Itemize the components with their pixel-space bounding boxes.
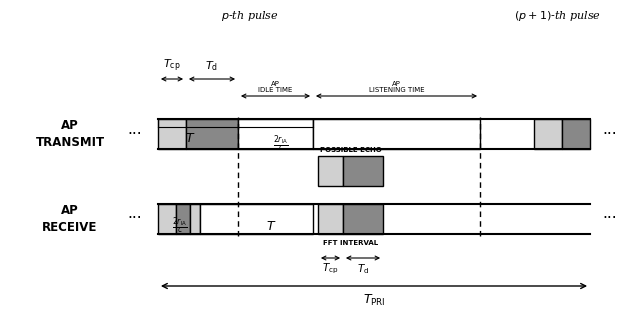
Bar — [186, 119, 238, 149]
Text: ···: ··· — [603, 211, 618, 226]
Text: $p$-th pulse: $p$-th pulse — [221, 9, 279, 23]
Text: $T$: $T$ — [266, 219, 276, 232]
Bar — [238, 119, 313, 149]
Text: $\frac{2r_{\mathrm{IA}}}{c}$: $\frac{2r_{\mathrm{IA}}}{c}$ — [172, 215, 188, 237]
Text: $\frac{2r_{\mathrm{IA}}}{c}$: $\frac{2r_{\mathrm{IA}}}{c}$ — [273, 133, 289, 155]
Text: $(p+1)$-th pulse: $(p+1)$-th pulse — [515, 9, 602, 23]
Text: AP
RECEIVE: AP RECEIVE — [42, 204, 98, 234]
Text: AP
IDLE TIME: AP IDLE TIME — [259, 80, 292, 94]
Bar — [158, 119, 186, 149]
Text: $T_{\mathrm{cp}}$: $T_{\mathrm{cp}}$ — [163, 58, 180, 74]
Text: $T_{\mathrm{d}}$: $T_{\mathrm{d}}$ — [357, 262, 369, 276]
Bar — [534, 119, 562, 149]
Text: FFT INTERVAL: FFT INTERVAL — [323, 240, 378, 246]
Bar — [200, 204, 313, 234]
Text: ···: ··· — [128, 211, 142, 226]
Text: AP
TRANSMIT: AP TRANSMIT — [35, 119, 104, 149]
Bar — [158, 204, 176, 234]
Text: POSSIBLE ECHO: POSSIBLE ECHO — [319, 147, 381, 153]
Bar — [562, 119, 590, 149]
Text: $T_{\mathrm{PRI}}$: $T_{\mathrm{PRI}}$ — [363, 293, 385, 308]
Bar — [176, 204, 190, 234]
Bar — [313, 119, 480, 149]
Text: $T_{\mathrm{d}}$: $T_{\mathrm{d}}$ — [205, 59, 218, 73]
Bar — [318, 156, 343, 186]
Text: AP
LISTENING TIME: AP LISTENING TIME — [369, 80, 424, 94]
Bar — [190, 204, 200, 234]
Bar — [318, 204, 343, 234]
Text: $T$: $T$ — [185, 133, 195, 146]
Bar — [343, 204, 383, 234]
Text: $T_{\mathrm{cp}}$: $T_{\mathrm{cp}}$ — [323, 262, 339, 276]
Bar — [343, 156, 383, 186]
Text: ···: ··· — [603, 127, 618, 142]
Text: ···: ··· — [128, 127, 142, 142]
